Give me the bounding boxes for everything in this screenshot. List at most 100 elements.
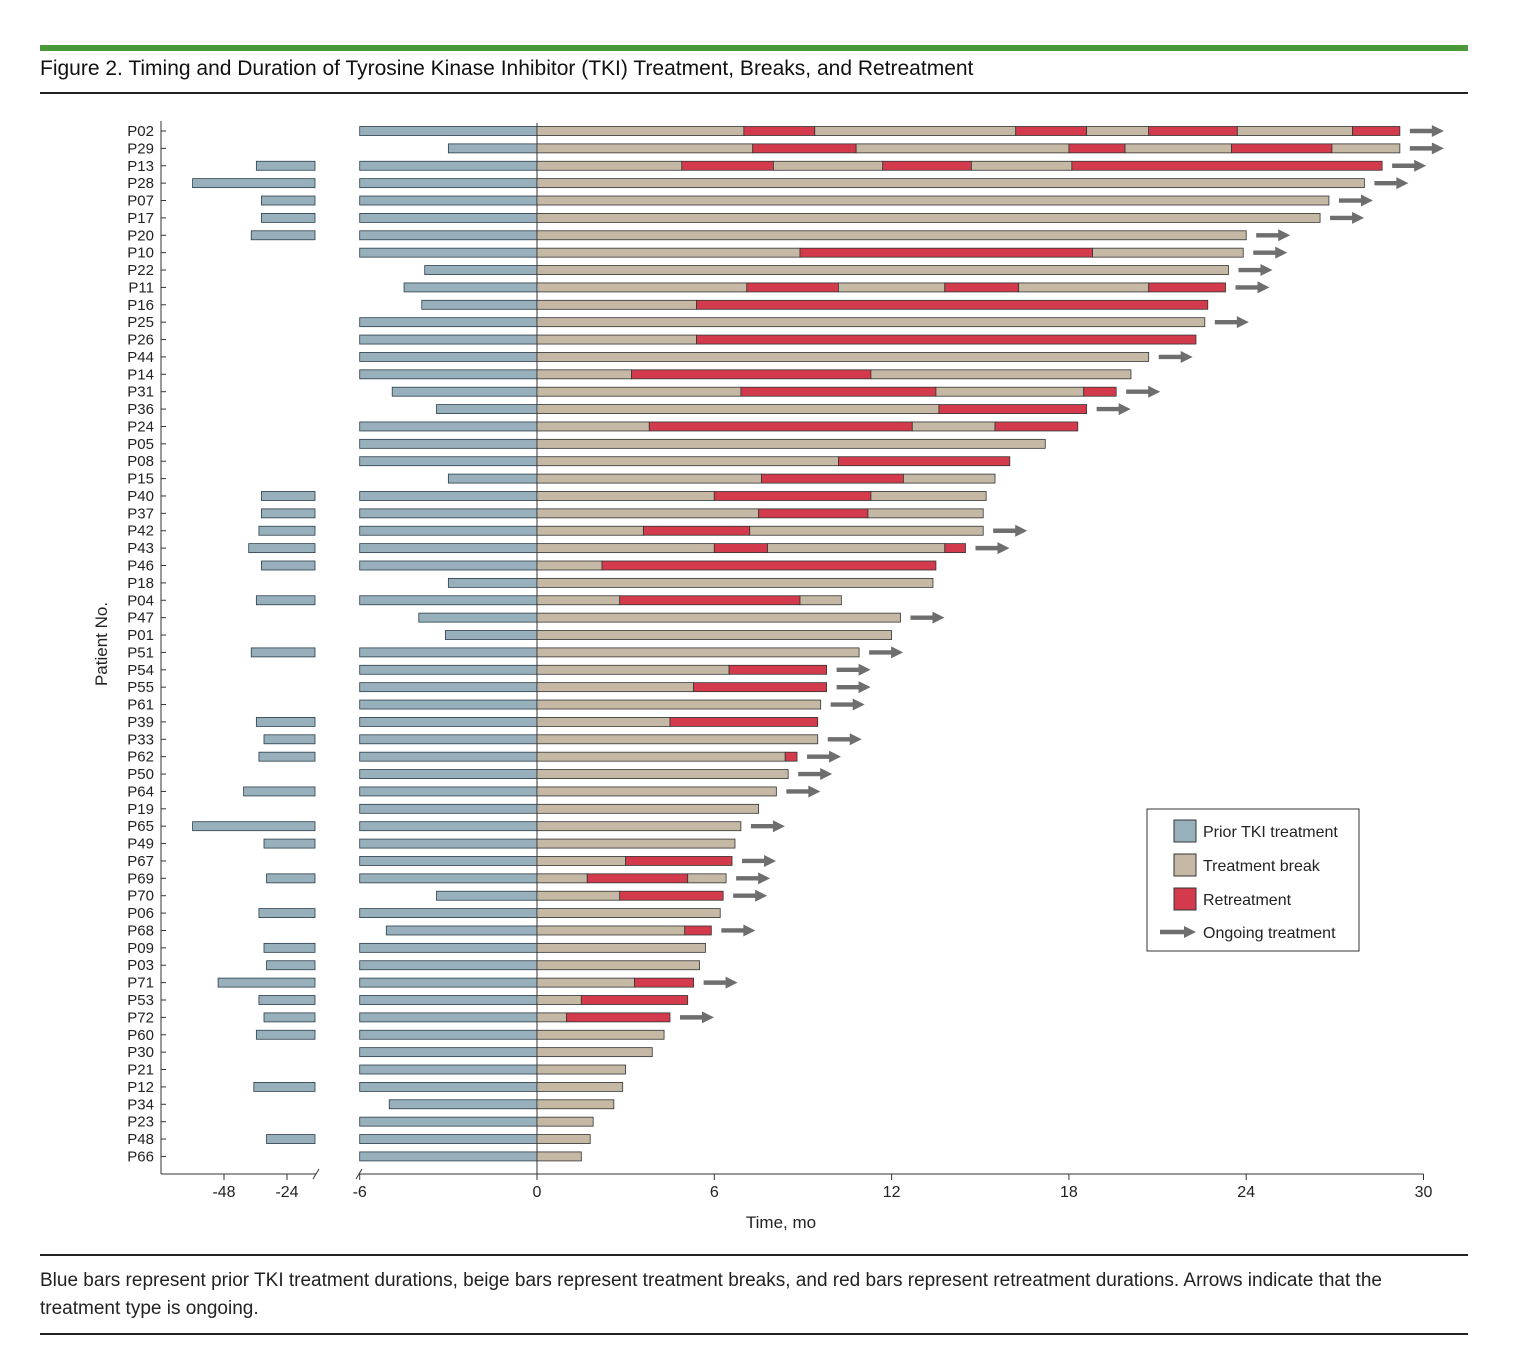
prior-bar-far — [263, 942, 316, 953]
ongoing-arrow — [798, 768, 833, 781]
patient-label: P69 — [127, 870, 154, 887]
break-bar — [536, 230, 1247, 241]
patient-label: P71 — [127, 975, 154, 992]
break-bar — [536, 751, 786, 762]
prior-bar-far — [263, 838, 316, 849]
retreatment-bar — [684, 925, 712, 936]
prior-bar — [359, 560, 538, 571]
x-tick-label: 30 — [1415, 1184, 1433, 1201]
patient-label: P43 — [127, 540, 154, 557]
break-bar — [749, 525, 984, 536]
retreatment-bar — [669, 717, 819, 727]
retreatment-bar — [1071, 160, 1383, 171]
prior-bar — [359, 334, 538, 345]
break-bar — [536, 282, 748, 293]
patient-label: P67 — [127, 853, 154, 870]
prior-bar — [436, 404, 538, 414]
patient-label: P60 — [127, 1027, 154, 1044]
patient-label: P61 — [127, 697, 154, 714]
prior-bar — [403, 282, 538, 293]
break-bar — [838, 282, 946, 293]
break-bar — [536, 213, 1321, 223]
prior-bar — [359, 803, 538, 814]
patient-label: P21 — [127, 1062, 154, 1079]
patient-label: P44 — [127, 349, 154, 366]
patient-label: P29 — [127, 140, 154, 157]
prior-bar-far — [261, 213, 316, 223]
x-tick-label: 0 — [533, 1184, 542, 1201]
legend-label-prior: Prior TKI treatment — [1203, 824, 1338, 841]
retreatment-bar — [642, 525, 751, 536]
break-bar — [935, 386, 1085, 397]
break-bar — [536, 369, 632, 380]
break-bar — [536, 160, 683, 171]
prior-bar-far — [248, 543, 316, 554]
patient-label: P48 — [127, 1131, 154, 1148]
retreatment-bar — [586, 873, 689, 884]
break-bar — [1124, 143, 1232, 154]
break-bar — [536, 1151, 582, 1162]
prior-bar — [391, 386, 538, 397]
break-bar — [773, 160, 884, 171]
retreatment-bar — [1148, 126, 1238, 136]
break-bar — [536, 925, 686, 936]
patient-label: P36 — [127, 401, 154, 418]
patient-label: P04 — [127, 592, 154, 609]
patient-label: P23 — [127, 1114, 154, 1131]
x-tick-label: 24 — [1237, 1184, 1255, 1201]
retreatment-bar — [713, 543, 768, 554]
patient-label: P19 — [127, 801, 154, 818]
retreatment-bar — [882, 160, 972, 171]
ongoing-arrow — [1256, 229, 1291, 242]
break-bar — [536, 890, 621, 901]
caption-rule-bottom — [40, 1333, 1468, 1335]
break-bar — [536, 734, 819, 745]
patient-timeline-chart: P02P29P13P28P07P17P20P10P22P11P16P25P26P… — [92, 121, 1444, 1232]
break-bar — [536, 856, 627, 866]
prior-bar — [359, 786, 538, 797]
prior-bar-far — [261, 560, 316, 571]
prior-bar-far — [250, 647, 316, 658]
break-bar — [536, 456, 839, 467]
ongoing-arrow — [836, 663, 871, 676]
break-bar — [536, 717, 671, 727]
prior-bar — [359, 213, 538, 223]
prior-bar — [388, 1099, 538, 1110]
patient-label: P70 — [127, 888, 154, 905]
break-bar — [536, 699, 822, 710]
prior-bar-far — [263, 1012, 316, 1023]
retreatment-bar — [740, 386, 937, 397]
break-bar — [536, 438, 1046, 449]
prior-bar-far — [261, 491, 316, 501]
prior-bar — [359, 421, 538, 432]
prior-bar-far — [250, 230, 316, 241]
break-bar — [536, 960, 700, 971]
prior-bar — [359, 456, 538, 467]
prior-bar-far — [266, 873, 316, 884]
patient-label: P34 — [127, 1096, 154, 1113]
prior-bar-far — [258, 751, 316, 762]
prior-bar — [359, 369, 538, 380]
break-bar — [536, 560, 603, 571]
prior-bar — [359, 352, 538, 362]
patient-label: P01 — [127, 627, 154, 644]
x-tick-label: 6 — [710, 1184, 719, 1201]
break-bar — [536, 317, 1206, 328]
retreatment-bar — [713, 491, 872, 501]
ongoing-arrow — [836, 681, 871, 694]
retreatment-bar — [938, 404, 1088, 414]
break-bar — [536, 404, 940, 414]
patient-label: P64 — [127, 783, 154, 800]
retreatment-bar — [625, 856, 733, 866]
prior-bar — [359, 769, 538, 779]
retreatment-bar — [681, 160, 774, 171]
break-bar — [867, 508, 984, 519]
retreatment-bar — [566, 1012, 671, 1023]
break-bar — [870, 491, 987, 501]
break-bar — [1018, 282, 1150, 293]
prior-bar — [359, 160, 538, 171]
ongoing-arrow — [1158, 350, 1193, 363]
retreatment-bar — [601, 560, 937, 571]
prior-bar-far — [253, 1082, 316, 1092]
prior-bar-far — [217, 977, 316, 988]
